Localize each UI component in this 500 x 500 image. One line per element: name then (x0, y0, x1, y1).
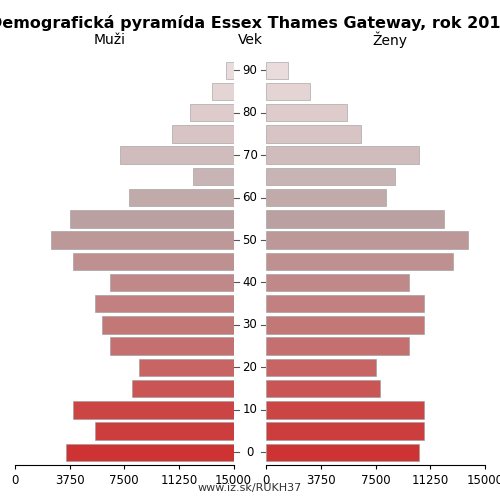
Bar (266, 62, 288, 79)
Bar (266, 316, 424, 334)
Text: Ženy: Ženy (372, 31, 408, 48)
Bar (266, 358, 376, 376)
Text: 30: 30 (242, 318, 258, 332)
Bar (66, 444, 234, 461)
Bar (190, 104, 234, 122)
Bar (266, 232, 468, 248)
Bar (266, 338, 409, 355)
Bar (266, 146, 420, 164)
Bar (266, 274, 409, 291)
Bar (110, 274, 234, 291)
Bar (266, 252, 453, 270)
Bar (193, 168, 234, 185)
Text: 10: 10 (242, 404, 258, 416)
Bar (266, 104, 346, 122)
Text: 70: 70 (242, 148, 258, 162)
Bar (139, 358, 234, 376)
Bar (266, 189, 386, 206)
Bar (266, 295, 424, 312)
Bar (266, 401, 424, 418)
Text: 50: 50 (242, 234, 258, 246)
Bar (266, 168, 394, 185)
Text: 40: 40 (242, 276, 258, 289)
Bar (102, 316, 234, 334)
Bar (266, 422, 424, 440)
Bar (74, 401, 234, 418)
Bar (172, 125, 234, 142)
Bar (110, 338, 234, 355)
Bar (120, 146, 234, 164)
Text: www.iz.sk/RUKH37: www.iz.sk/RUKH37 (198, 482, 302, 492)
Bar (128, 189, 234, 206)
Text: 80: 80 (242, 106, 258, 119)
Bar (226, 62, 234, 79)
Bar (52, 232, 234, 248)
Bar (266, 83, 310, 100)
Text: 60: 60 (242, 191, 258, 204)
Bar (266, 444, 420, 461)
Bar (95, 422, 234, 440)
Bar (266, 125, 361, 142)
Text: 20: 20 (242, 361, 258, 374)
Bar (266, 380, 380, 398)
Bar (132, 380, 234, 398)
Bar (74, 252, 234, 270)
Bar (95, 295, 234, 312)
Text: Demografická pyramída Essex Thames Gateway, rok 2019: Demografická pyramída Essex Thames Gatew… (0, 15, 500, 31)
Text: 90: 90 (242, 64, 258, 76)
Text: Muži: Muži (94, 34, 126, 48)
Bar (212, 83, 234, 100)
Text: 0: 0 (246, 446, 254, 459)
Text: Vek: Vek (238, 34, 262, 48)
Bar (70, 210, 234, 228)
Bar (266, 210, 444, 228)
